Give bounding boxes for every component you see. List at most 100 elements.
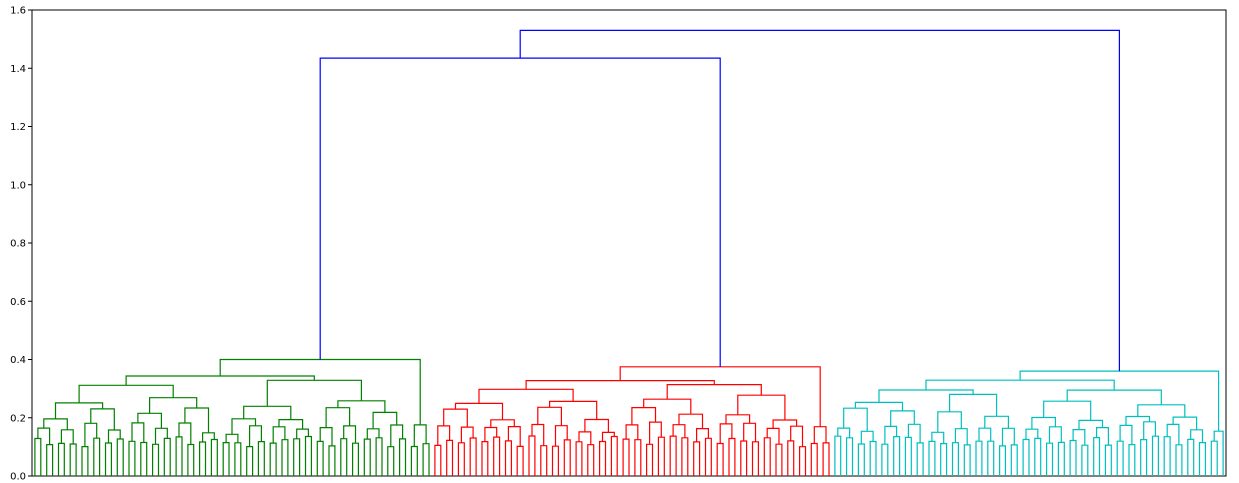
dendrogram-link-34 bbox=[37, 427, 51, 445]
dendrogram-link-56 bbox=[278, 419, 304, 430]
dendrogram-link-75 bbox=[528, 435, 536, 476]
dendrogram-link-92 bbox=[728, 437, 736, 476]
dendrogram-link-193 bbox=[949, 393, 998, 417]
dendrogram-link-134 bbox=[834, 435, 842, 476]
dendrogram-link-31 bbox=[399, 438, 407, 476]
dendrogram-link-69 bbox=[457, 442, 465, 476]
dendrogram-link-129 bbox=[737, 394, 786, 420]
plot-frame bbox=[31, 9, 1227, 477]
dendrogram-link-126 bbox=[454, 402, 504, 420]
dendrogram-link-89 bbox=[693, 441, 701, 476]
y-tick-label: 1.0 bbox=[10, 180, 26, 191]
dendrogram-link-163 bbox=[1175, 444, 1183, 476]
dendrogram-link-63 bbox=[78, 384, 174, 403]
dendrogram-link-88 bbox=[681, 437, 689, 476]
dendrogram-link-13 bbox=[187, 443, 195, 476]
dendrogram-link-117 bbox=[813, 426, 827, 444]
dendrogram-link-138 bbox=[881, 443, 889, 476]
dendrogram-link-154 bbox=[1069, 439, 1077, 476]
dendrogram-link-97 bbox=[787, 440, 795, 476]
dendrogram-link-195 bbox=[1137, 404, 1186, 418]
dendrogram-link-102 bbox=[460, 426, 474, 443]
dendrogram-link-158 bbox=[1116, 440, 1124, 476]
dendrogram-link-100 bbox=[822, 442, 830, 476]
dendrogram-link-82 bbox=[610, 435, 618, 476]
dendrogram-link-18 bbox=[246, 446, 254, 476]
dendrogram-link-165 bbox=[1198, 442, 1206, 476]
dendrogram-link-74 bbox=[516, 445, 524, 476]
dendrogram-link-57 bbox=[325, 407, 351, 428]
dendrogram-link-110 bbox=[649, 421, 662, 445]
dendrogram-link-87 bbox=[669, 435, 677, 476]
dendrogram-link-1 bbox=[46, 444, 54, 476]
dendrogram-link-145 bbox=[963, 444, 971, 476]
dendrogram-link-90 bbox=[704, 437, 712, 476]
dendrogram-link-156 bbox=[1093, 437, 1101, 476]
dendrogram-link-38 bbox=[131, 422, 145, 443]
dendrogram-link-160 bbox=[1140, 439, 1148, 476]
dendrogram-link-11 bbox=[163, 437, 171, 476]
dendrogram-link-120 bbox=[537, 406, 562, 426]
y-tick-label: 0.6 bbox=[10, 297, 26, 308]
dendrogram-link-80 bbox=[587, 444, 595, 476]
dendrogram-link-106 bbox=[554, 425, 568, 447]
dendrogram-link-96 bbox=[775, 443, 783, 476]
dendrogram-link-16 bbox=[222, 442, 230, 476]
dendrogram-link-46 bbox=[319, 427, 333, 446]
dendrogram-link-98 bbox=[799, 446, 807, 476]
dendrogram-link-91 bbox=[716, 442, 724, 476]
dendrogram-links bbox=[34, 29, 1224, 476]
dendrogram-link-131 bbox=[666, 384, 762, 400]
dendrogram-link-2 bbox=[57, 442, 65, 476]
dendrogram-link-124 bbox=[725, 414, 751, 424]
dendrogram-link-169 bbox=[884, 425, 898, 445]
y-tick-label: 0.0 bbox=[10, 472, 26, 483]
dendrogram-link-198 bbox=[925, 379, 1115, 391]
dendrogram-link-5 bbox=[93, 437, 101, 476]
dendrogram-link-104 bbox=[507, 426, 521, 447]
dendrogram-link-137 bbox=[869, 440, 877, 476]
dendrogram-link-40 bbox=[178, 422, 192, 445]
dendrogram-link-10 bbox=[152, 443, 160, 476]
dendrogram-link-187 bbox=[984, 415, 1009, 429]
dendrogram-link-35 bbox=[60, 429, 74, 444]
dendrogram-link-44 bbox=[272, 426, 286, 444]
dendrogram-link-29 bbox=[375, 437, 383, 476]
dendrogram-link-41 bbox=[202, 432, 215, 442]
dendrogram-link-64 bbox=[266, 379, 362, 407]
dendrogram-link-150 bbox=[1022, 438, 1030, 476]
dendrogram-link-95 bbox=[763, 437, 771, 476]
dendrogram-link-37 bbox=[107, 429, 121, 443]
dendrogram-link-72 bbox=[493, 436, 501, 476]
dendrogram-link-83 bbox=[622, 438, 630, 476]
dendrogram-link-159 bbox=[1128, 444, 1136, 476]
dendrogram-link-45 bbox=[296, 428, 309, 439]
dendrogram-link-181 bbox=[1166, 423, 1180, 445]
dendrogram-link-49 bbox=[390, 424, 404, 447]
dendrogram-link-103 bbox=[484, 426, 498, 442]
y-axis: 0.0 0.2 0.4 0.6 0.8 1.0 1.2 1.4 1.6 bbox=[10, 6, 32, 483]
dendrogram-link-114 bbox=[743, 422, 757, 442]
dendrogram-link-101 bbox=[437, 425, 451, 446]
dendrogram-link-60 bbox=[149, 397, 198, 414]
dendrogram-link-173 bbox=[978, 427, 992, 442]
dendrogram-link-81 bbox=[599, 440, 607, 476]
dendrogram-link-7 bbox=[116, 438, 124, 476]
dendrogram-link-84 bbox=[634, 439, 642, 476]
dendrogram-link-9 bbox=[140, 441, 148, 476]
dendrogram-link-22 bbox=[293, 438, 301, 476]
dendrogram-link-85 bbox=[646, 443, 654, 476]
dendrogram-link-192 bbox=[854, 401, 904, 411]
dendrogram-link-105 bbox=[531, 423, 545, 446]
y-tick-label: 0.2 bbox=[10, 413, 26, 424]
dendrogram-link-15 bbox=[210, 438, 218, 476]
dendrogram-link-59 bbox=[54, 402, 104, 419]
dendrogram-link-151 bbox=[1034, 437, 1042, 476]
dendrogram-link-135 bbox=[846, 437, 854, 476]
dendrogram-link-94 bbox=[751, 441, 759, 476]
dendrogram-link-153 bbox=[1057, 441, 1065, 476]
dendrogram-link-12 bbox=[175, 436, 183, 476]
dendrogram-link-21 bbox=[281, 439, 289, 476]
